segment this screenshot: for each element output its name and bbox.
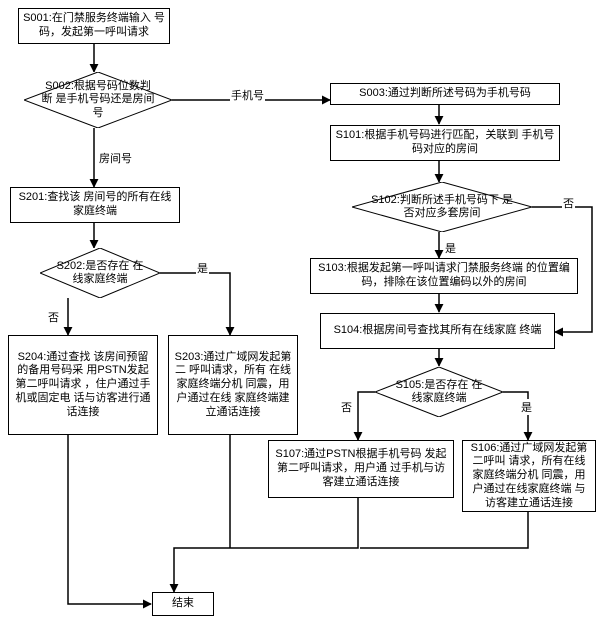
node-s204-text: S204:通过查找 该房间预留的备用号码采 用PSTN发起第二呼叫请求 ，住户通…	[13, 351, 153, 420]
node-s106-text: S106:通过广域网发起第二呼叫 请求，所有在线家庭终端分机 同震，用户通过在线…	[467, 442, 591, 511]
edge-17	[360, 512, 528, 548]
edge-label-6: 是	[444, 240, 457, 256]
node-s103-text: S103:根据发起第一呼叫请求门禁服务终端 的位置编码，排除在该位置编码以外的房…	[315, 262, 573, 290]
edge-label-1: 房间号	[98, 150, 133, 166]
node-s201: S201:查找该 房间号的所有在线家庭终端	[10, 187, 180, 223]
edge-12	[358, 392, 375, 440]
node-s203-text: S203:通过广域网发起第二 呼叫请求，所有 在线家庭终端分机 同震，用户通过在…	[173, 351, 293, 420]
edge-label-2: 手机号	[230, 87, 265, 103]
node-s002-text: S002:根据号码位数判断 是手机号码还是房间号	[40, 80, 156, 120]
edge-11	[160, 273, 230, 335]
node-s003-text: S003:通过判断所述号码为手机号码	[359, 87, 531, 101]
node-s201-text: S201:查找该 房间号的所有在线家庭终端	[15, 191, 175, 219]
edge-14	[68, 435, 151, 604]
edge-label-10: 否	[47, 309, 60, 325]
node-end: 结束	[152, 592, 214, 616]
edge-16	[174, 498, 358, 592]
node-s001: S001:在门禁服务终端输入 号码，发起第一呼叫请求	[18, 8, 170, 44]
node-s002: S002:根据号码位数判断 是手机号码还是房间号	[24, 72, 172, 128]
node-s001-text: S001:在门禁服务终端输入 号码，发起第一呼叫请求	[23, 12, 165, 40]
edge-label-7: 否	[562, 195, 575, 211]
edge-label-12: 否	[340, 399, 353, 415]
node-s003: S003:通过判断所述号码为手机号码	[330, 83, 560, 105]
node-s102-text: S102:判断所述手机号码下 是否对应多套房间	[368, 194, 516, 220]
edge-label-13: 是	[520, 399, 533, 415]
node-s101: S101:根据手机号码进行匹配，关联到 手机号码对应的房间	[330, 125, 560, 161]
node-s105: S105:是否存在 在线家庭终端	[375, 367, 503, 417]
edge-label-11: 是	[196, 260, 209, 276]
node-s202-text: S202:是否存在 在线家庭终端	[56, 260, 144, 286]
node-s104: S104:根据房间号查找其所有在线家庭 终端	[320, 313, 555, 349]
node-s107: S107:通过PSTN根据手机号码 发起第二呼叫请求，用户通 过手机与访客建立通…	[268, 440, 454, 498]
node-s202: S202:是否存在 在线家庭终端	[40, 248, 160, 298]
node-s103: S103:根据发起第一呼叫请求门禁服务终端 的位置编码，排除在该位置编码以外的房…	[310, 258, 578, 294]
node-s101-text: S101:根据手机号码进行匹配，关联到 手机号码对应的房间	[335, 129, 555, 157]
node-s204: S204:通过查找 该房间预留的备用号码采 用PSTN发起第二呼叫请求 ，住户通…	[8, 335, 158, 435]
node-s105-text: S105:是否存在 在线家庭终端	[391, 379, 487, 405]
node-s107-text: S107:通过PSTN根据手机号码 发起第二呼叫请求，用户通 过手机与访客建立通…	[273, 448, 449, 489]
node-s102: S102:判断所述手机号码下 是否对应多套房间	[352, 182, 532, 232]
node-s203: S203:通过广域网发起第二 呼叫请求，所有 在线家庭终端分机 同震，用户通过在…	[168, 335, 298, 435]
node-s106: S106:通过广域网发起第二呼叫 请求，所有在线家庭终端分机 同震，用户通过在线…	[462, 440, 596, 512]
node-s104-text: S104:根据房间号查找其所有在线家庭 终端	[334, 324, 542, 338]
node-end-text: 结束	[172, 597, 194, 611]
